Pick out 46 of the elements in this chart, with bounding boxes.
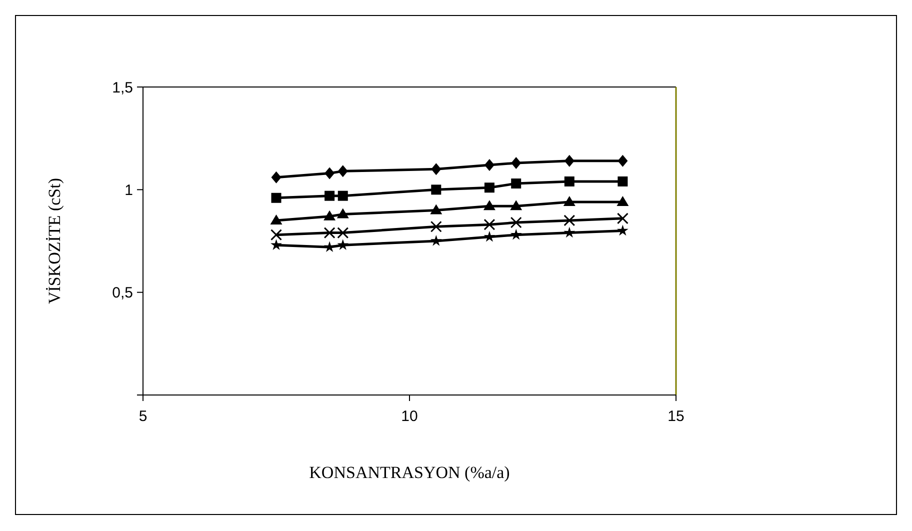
point [338, 165, 348, 178]
y-axis-title: VİSKOZİTE (cSt) [45, 178, 64, 304]
point [510, 228, 522, 240]
point [616, 212, 628, 224]
y-tick-label: 1,5 [112, 79, 133, 96]
point [618, 154, 628, 167]
point [510, 200, 522, 210]
x-axis-title: KONSANTRASYON (%a/a) [309, 463, 510, 482]
point [564, 154, 574, 167]
point [271, 171, 282, 184]
point [337, 239, 349, 250]
point [564, 176, 574, 186]
point [511, 156, 522, 169]
x-tick-label: 5 [138, 408, 148, 425]
point [618, 176, 628, 186]
point [430, 235, 442, 246]
point [336, 208, 349, 218]
x-tick-label: 15 [668, 408, 684, 425]
point [616, 224, 628, 236]
y-tick-label: 1 [124, 182, 133, 199]
point [484, 159, 494, 172]
point [270, 229, 282, 241]
point [431, 163, 442, 176]
point [271, 192, 282, 203]
point [324, 190, 335, 201]
point [270, 214, 282, 224]
y-tick-label: 0,5 [112, 284, 133, 302]
point [430, 204, 442, 214]
point [510, 216, 522, 228]
point [511, 178, 522, 189]
point [563, 196, 576, 206]
point [484, 230, 496, 242]
point [338, 190, 348, 201]
point [270, 239, 282, 250]
point [484, 218, 496, 230]
point [431, 184, 442, 195]
point [324, 210, 336, 220]
point [324, 241, 336, 252]
point [564, 214, 576, 226]
point [616, 196, 629, 206]
x-tick-label: 10 [401, 408, 418, 425]
point [484, 182, 494, 193]
point [324, 167, 335, 180]
point [483, 200, 496, 210]
point [430, 220, 442, 232]
point [564, 226, 576, 238]
